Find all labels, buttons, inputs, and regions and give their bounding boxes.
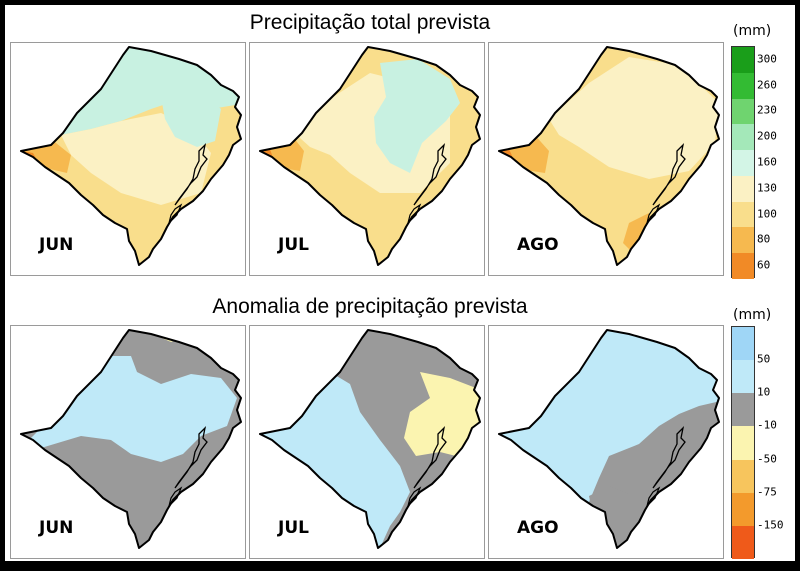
legend-tick-label: 80 [757,232,771,246]
legend-unit-anomaly: (mm) [733,307,772,323]
map-panel-anom-ago: AGO [488,325,724,559]
colorbar-segment [732,72,754,100]
lagoon-outline [174,426,208,489]
state-outline [498,329,720,549]
lagoon-outline [413,143,447,206]
legend-tick-label: -75 [757,485,777,499]
lagoon-outline-south [406,486,422,508]
map-panel-anom-jun: JUN [10,325,246,559]
rs-map-total-ago [498,46,720,266]
rs-map-anom-jul [259,329,481,549]
colorbar-segment [732,98,754,125]
field-region [211,330,241,356]
lagoon-outline-south [406,203,422,225]
rs-map-anom-ago [498,329,720,549]
legend-tick-label: 50 [757,352,771,366]
colorbar-segment [732,227,754,254]
legend-tick-label: -50 [757,452,777,466]
colorbar-anomaly [731,326,755,560]
rs-map-total-jul [259,46,481,266]
colorbar-segment [732,525,754,560]
colorbar-total [731,46,755,280]
month-label-total-jun: JUN [39,235,74,255]
lagoon-outline [413,426,447,489]
month-label-anom-jul: JUL [278,518,309,538]
lagoon-outline [652,426,686,489]
colorbar-segment [732,492,754,527]
lagoon-outline [174,143,208,206]
lagoon-outline-south [645,203,661,225]
legend-tick-label: 260 [757,78,777,92]
state-outline [20,46,242,266]
field-region [549,57,719,179]
colorbar-segment [732,253,754,280]
legend-tick-label: 60 [757,258,771,272]
month-label-total-ago: AGO [517,235,559,255]
forecast-figure: Precipitação total prevista Anomalia de … [5,5,795,561]
legend-tick-label: 10 [757,385,771,399]
field-region [61,113,211,205]
lagoon-outline [652,143,686,206]
lagoon-outline-south [645,486,661,508]
rs-map-total-jun [20,46,242,266]
state-outline [20,329,242,549]
lagoon-outline-south [167,486,183,508]
legend-tick-label: 230 [757,103,777,117]
legend-tick-label: 100 [757,207,777,221]
legend-tick-label: 160 [757,155,777,169]
colorbar-segment [732,393,754,427]
legend-tick-label: 300 [757,52,777,66]
total-precipitation-title: Precipitação total prevista [249,11,491,34]
month-label-anom-jun: JUN [39,518,74,538]
rs-map-anom-jun [20,329,242,549]
colorbar-segment [732,360,754,394]
legend-tick-label: -150 [757,518,784,532]
colorbar-segment [732,327,754,361]
field-region [404,372,480,458]
lagoon-outline-south [167,203,183,225]
colorbar-segment [732,47,754,74]
month-label-anom-ago: AGO [517,518,559,538]
legend-tick-label: -10 [757,418,777,432]
legend-tick-label: 200 [757,129,777,143]
map-panel-total-ago: AGO [488,42,724,276]
map-panel-total-jun: JUN [10,42,246,276]
field-region [161,87,221,147]
colorbar-segment [732,201,754,228]
anomaly-precipitation-title: Anomalia de precipitação prevista [212,295,528,318]
legend-tick-label: 130 [757,181,777,195]
field-region [374,59,460,173]
colorbar-segment [732,150,754,177]
month-label-total-jul: JUL [278,235,309,255]
colorbar-segment [732,175,754,203]
map-panel-total-jul: JUL [249,42,485,276]
state-outline [259,46,481,266]
state-outline [259,329,481,549]
colorbar-segment [732,426,754,461]
state-outline [498,46,720,266]
field-region [31,356,237,462]
legend-unit-total: (mm) [733,23,772,39]
colorbar-segment [732,459,754,494]
map-panel-anom-jul: JUL [249,325,485,559]
colorbar-segment [732,124,754,151]
